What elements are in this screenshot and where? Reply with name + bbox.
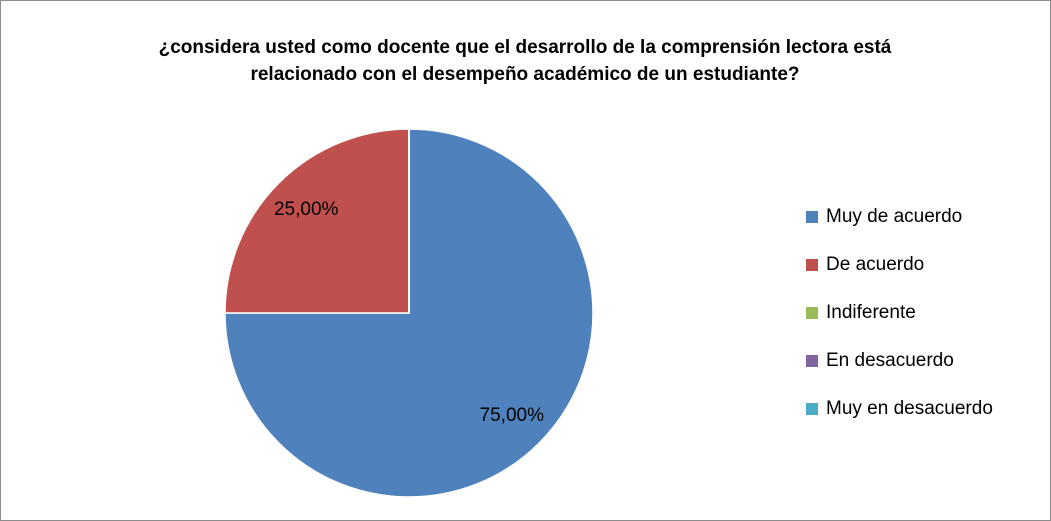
legend-swatch — [806, 211, 818, 223]
legend-swatch — [806, 307, 818, 319]
legend-swatch — [806, 355, 818, 367]
data-label: 25,00% — [274, 199, 339, 220]
legend-label: Indiferente — [826, 302, 916, 323]
legend-label: De acuerdo — [826, 254, 924, 275]
legend-label: En desacuerdo — [826, 350, 954, 371]
pie-slice — [224, 128, 594, 498]
pie-slice — [224, 128, 410, 314]
legend-swatch — [806, 403, 818, 415]
legend-label: Muy en desacuerdo — [826, 398, 993, 419]
data-label: 75,00% — [480, 405, 545, 426]
chart-title: ¿considera usted como docente que el des… — [158, 37, 892, 85]
legend-label: Muy de acuerdo — [826, 206, 962, 227]
legend-swatch — [806, 259, 818, 271]
